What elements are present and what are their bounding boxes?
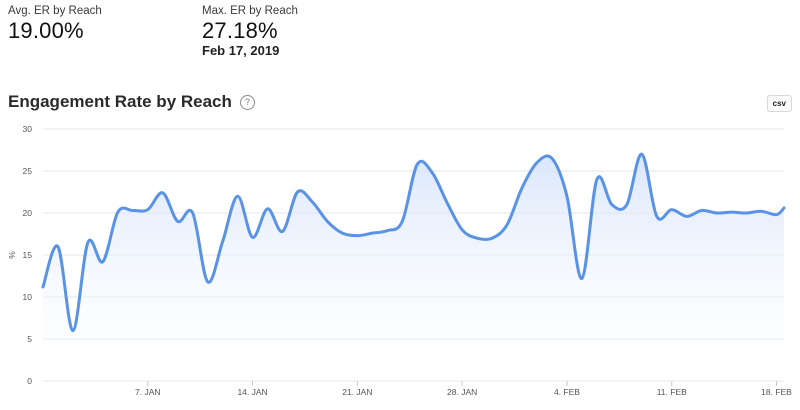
x-tick-label: 14. JAN — [237, 387, 267, 397]
max-er-stat: Max. ER by Reach 27.18% Feb 17, 2019 — [202, 5, 298, 58]
avg-er-stat: Avg. ER by Reach 19.00% — [8, 5, 102, 44]
y-tick-label: 15 — [23, 250, 33, 260]
chart-header: Engagement Rate by Reach ? — [8, 92, 255, 112]
y-tick-label: 0 — [27, 376, 32, 386]
y-tick-label: 5 — [27, 334, 32, 344]
engagement-area — [43, 154, 784, 381]
chart-title: Engagement Rate by Reach — [8, 92, 232, 111]
help-icon[interactable]: ? — [239, 94, 255, 110]
y-tick-label: 25 — [23, 166, 33, 176]
x-tick-label: 28. JAN — [447, 387, 477, 397]
x-tick-label: 4. FEB — [554, 387, 580, 397]
y-axis-label: % — [7, 251, 17, 259]
x-axis: 7. JAN 14. JAN 21. JAN 28. JAN 4. FEB 11. FEB… — [135, 381, 792, 397]
y-tick-label: 30 — [23, 124, 33, 134]
avg-er-label: Avg. ER by Reach — [8, 5, 102, 17]
x-tick-label: 7. JAN — [135, 387, 161, 397]
y-axis: 0 5 10 15 20 25 30 — [23, 124, 33, 386]
x-tick-label: 11. FEB — [657, 387, 687, 397]
y-tick-label: 20 — [23, 208, 33, 218]
avg-er-value: 19.00% — [8, 18, 84, 43]
max-er-label: Max. ER by Reach — [202, 5, 298, 17]
x-tick-label: 18. FEB — [761, 387, 792, 397]
csv-export-button[interactable]: csv — [766, 95, 792, 112]
engagement-line[interactable] — [41, 152, 786, 333]
max-er-date: Feb 17, 2019 — [202, 43, 280, 58]
x-tick-label: 21. JAN — [342, 387, 372, 397]
max-er-value: 27.18% — [202, 18, 278, 43]
y-tick-label: 10 — [23, 292, 33, 302]
